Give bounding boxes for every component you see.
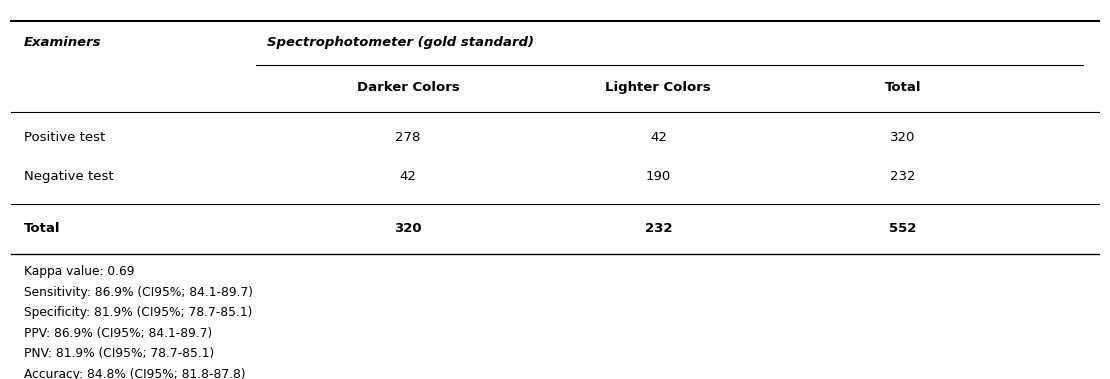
Text: 42: 42: [400, 170, 416, 183]
Text: 42: 42: [649, 131, 667, 144]
Text: Accuracy: 84.8% (CI95%; 81.8-87.8): Accuracy: 84.8% (CI95%; 81.8-87.8): [24, 368, 245, 379]
Text: 320: 320: [890, 131, 916, 144]
Text: 232: 232: [890, 170, 916, 183]
Text: Negative test: Negative test: [24, 170, 114, 183]
Text: Total: Total: [885, 81, 921, 94]
Text: PPV: 86.9% (CI95%; 84.1-89.7): PPV: 86.9% (CI95%; 84.1-89.7): [24, 327, 212, 340]
Text: Darker Colors: Darker Colors: [356, 81, 460, 94]
Text: Specificity: 81.9% (CI95%; 78.7-85.1): Specificity: 81.9% (CI95%; 78.7-85.1): [24, 306, 253, 319]
Text: Lighter Colors: Lighter Colors: [605, 81, 712, 94]
Text: Sensitivity: 86.9% (CI95%; 84.1-89.7): Sensitivity: 86.9% (CI95%; 84.1-89.7): [24, 286, 253, 299]
Text: Examiners: Examiners: [24, 36, 102, 49]
Text: Positive test: Positive test: [24, 131, 105, 144]
Text: 278: 278: [395, 131, 421, 144]
Text: Total: Total: [24, 222, 61, 235]
Text: 190: 190: [646, 170, 670, 183]
Text: Spectrophotometer (gold standard): Spectrophotometer (gold standard): [266, 36, 534, 49]
Text: Kappa value: 0.69: Kappa value: 0.69: [24, 265, 134, 279]
Text: PNV: 81.9% (CI95%; 78.7-85.1): PNV: 81.9% (CI95%; 78.7-85.1): [24, 347, 214, 360]
Text: 552: 552: [889, 222, 917, 235]
Text: 232: 232: [645, 222, 672, 235]
Text: 320: 320: [394, 222, 422, 235]
